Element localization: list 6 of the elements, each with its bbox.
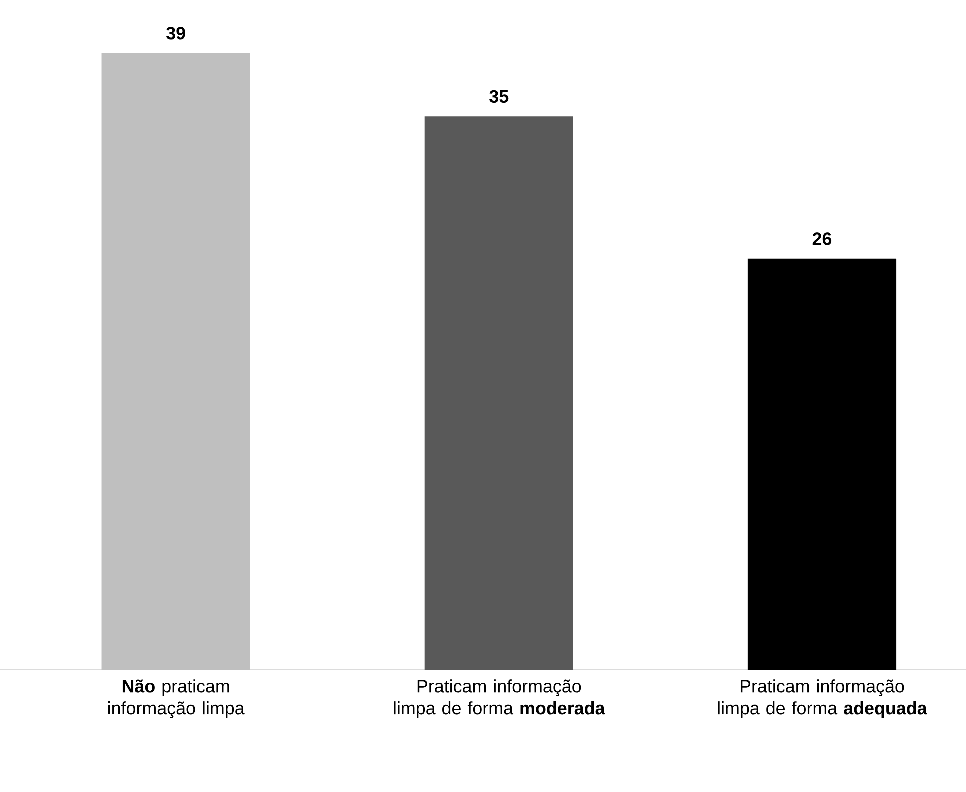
data-label: 26 (812, 232, 832, 246)
x-tick-label: Não praticam informação limpa (108, 680, 245, 718)
x-tick-label: Praticam informação limpa de forma moderada (394, 680, 606, 718)
data-label: 39 (166, 27, 186, 40)
x-tick-label: Praticam informação limpa de forma adequada (718, 680, 928, 718)
data-label: 35 (490, 90, 509, 104)
